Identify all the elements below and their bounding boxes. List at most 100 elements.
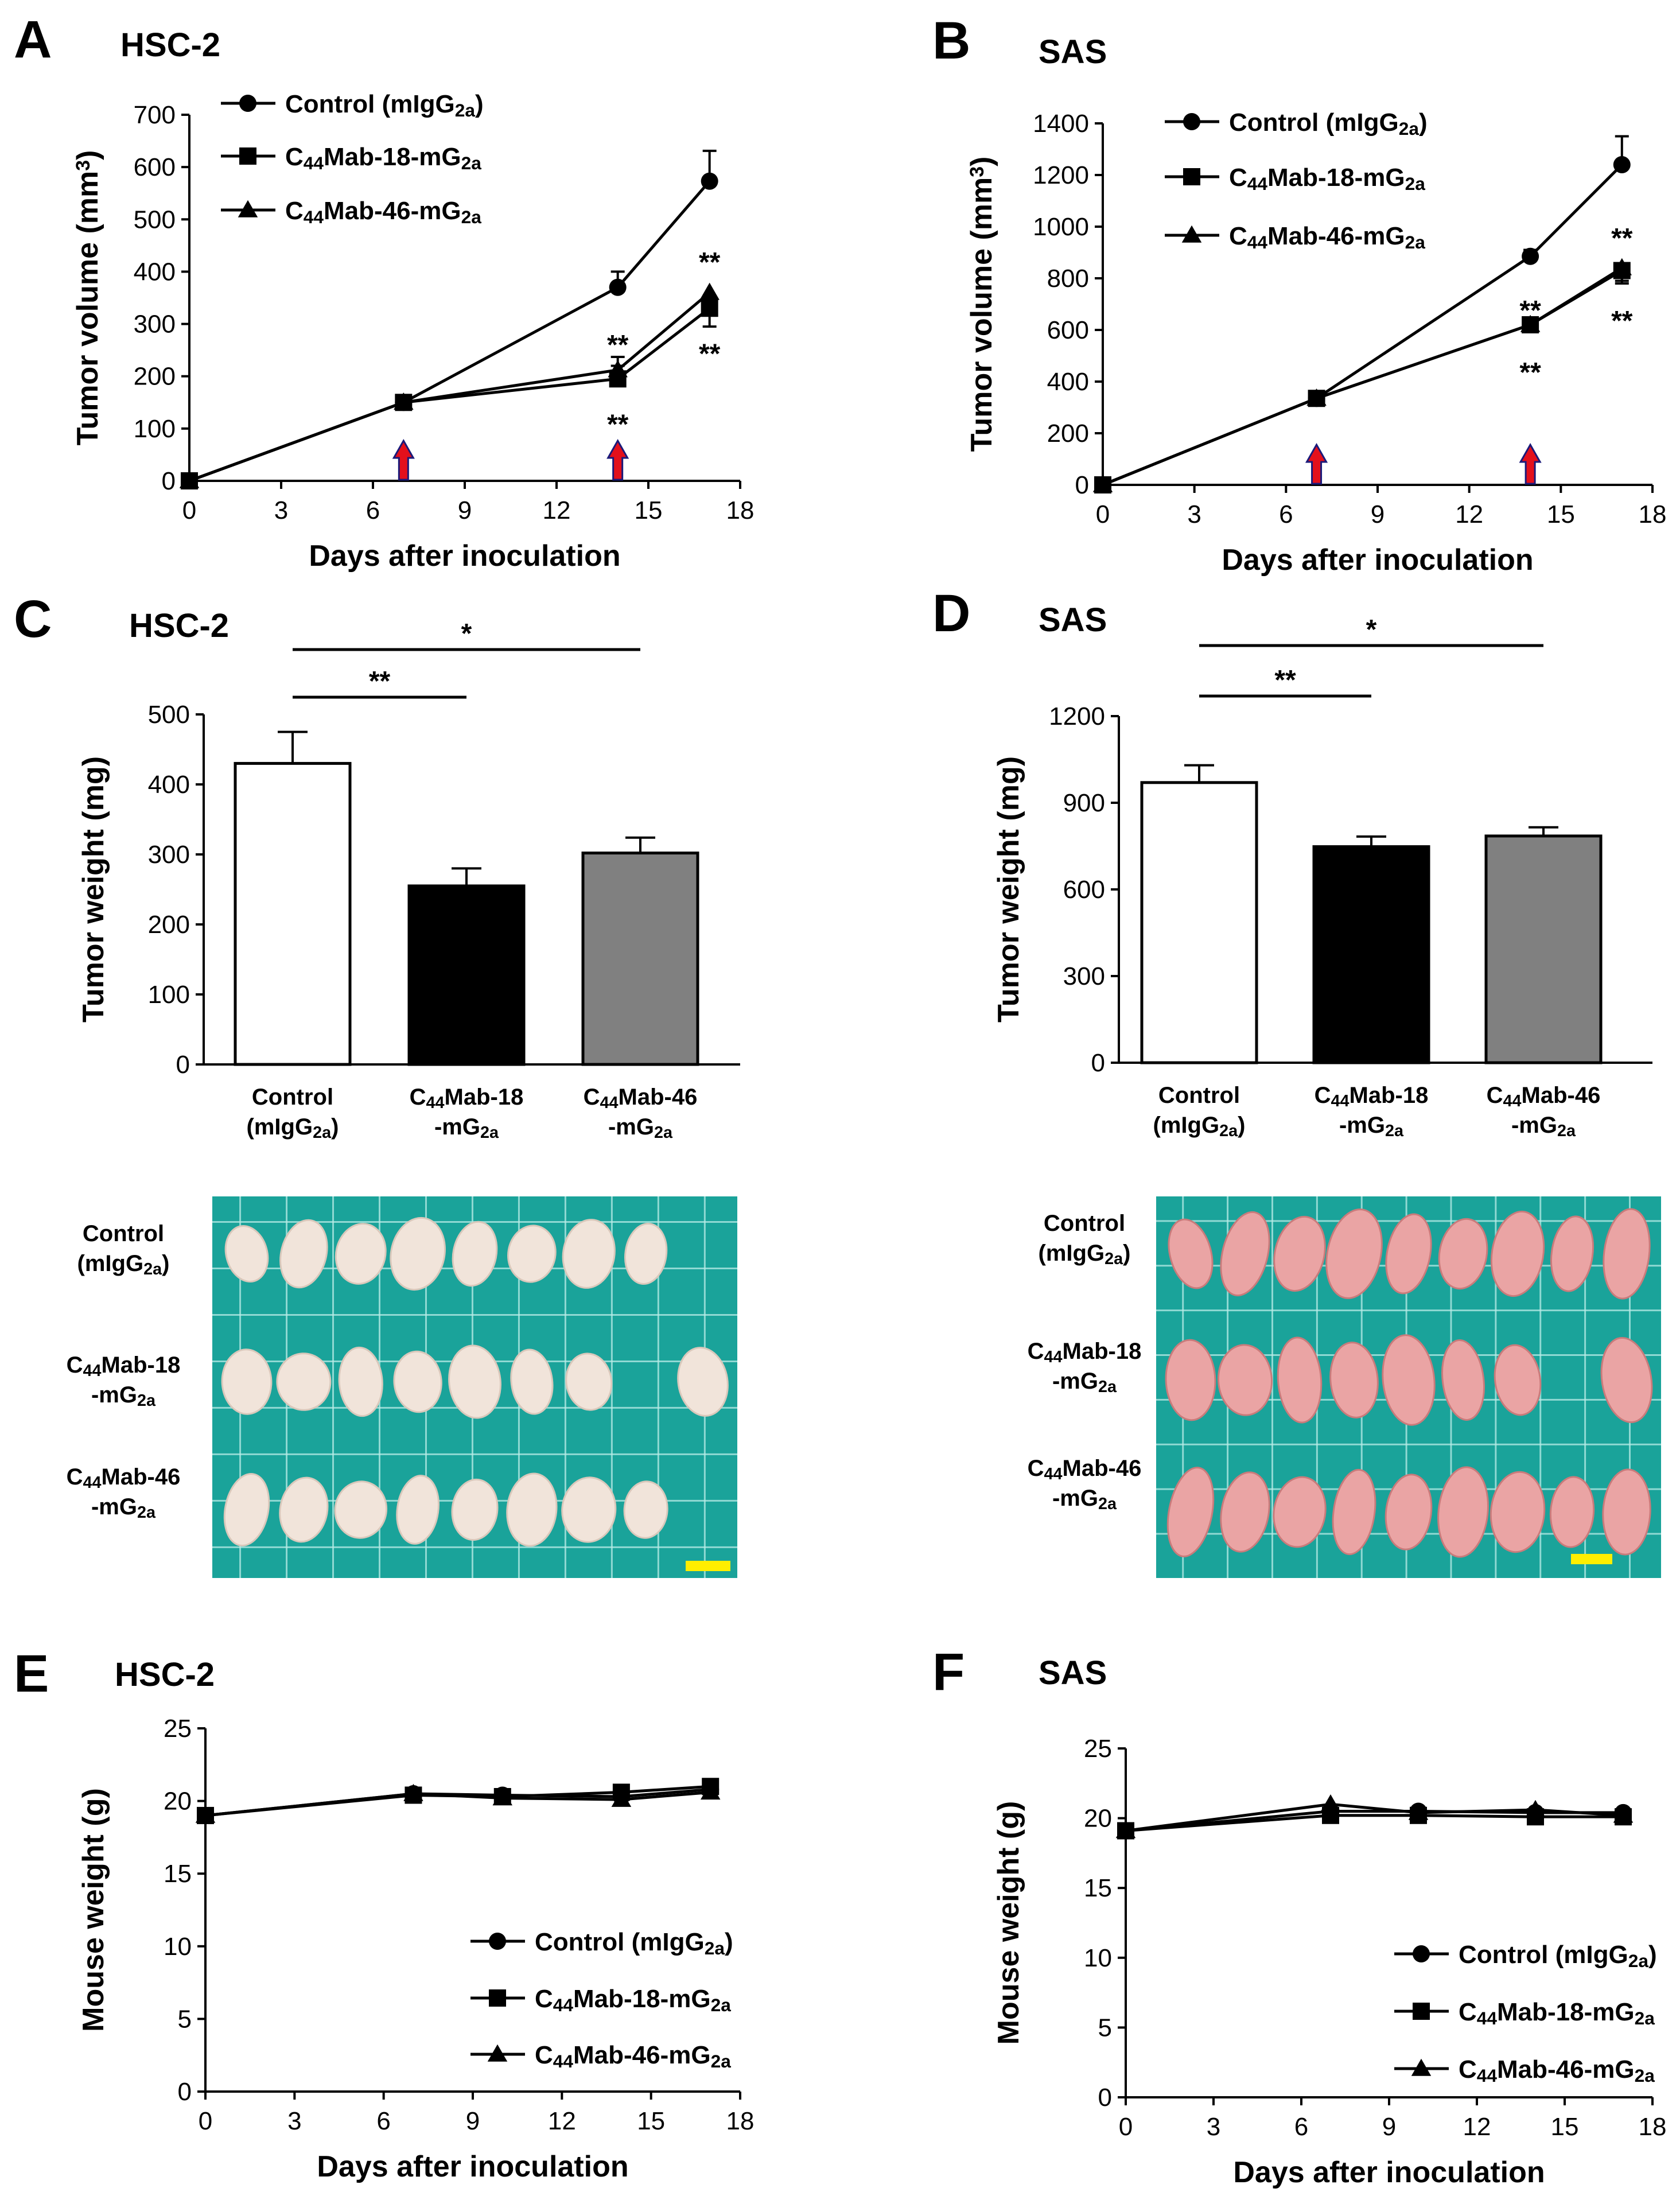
text-segment: Tumor volume (mm: [965, 177, 998, 452]
circle-marker: [1413, 1945, 1430, 1962]
text-segment: Mab-46: [619, 1085, 698, 1110]
text-segment: Mab-46-mG: [324, 197, 461, 225]
tumor-sample: [1332, 1468, 1376, 1556]
triangle-marker: [1408, 1802, 1429, 1820]
x-axis-label: Days after inoculation: [1222, 543, 1533, 577]
text-segment: F: [932, 1643, 965, 1701]
series-square: [1094, 262, 1631, 493]
row-label: -mG2a: [1052, 1369, 1117, 1396]
tumor-sample: [224, 1225, 269, 1283]
text-segment: 5: [1098, 2014, 1112, 2042]
text-segment: **: [1519, 296, 1541, 326]
tumor-sample: [1220, 1211, 1270, 1297]
text-segment: (mIgG: [77, 1251, 144, 1276]
y-tick-label: 25: [1084, 1735, 1112, 1763]
x-tick-label: 6: [1294, 2113, 1308, 2141]
text-segment: 300: [134, 310, 176, 339]
text-segment: -mG: [608, 1114, 654, 1140]
square-marker: [239, 147, 256, 165]
triangle-marker: [179, 471, 200, 488]
panel-letter: F: [932, 1643, 965, 1701]
x-tick-label: 0: [199, 2107, 212, 2135]
text-segment: ): [71, 150, 104, 160]
x-tick-label: 3: [1207, 2113, 1220, 2141]
text-segment: ): [965, 157, 998, 166]
text-segment: ): [725, 1928, 733, 1956]
y-tick-label: 25: [164, 1715, 192, 1743]
text-segment: Mab-18-mG: [324, 143, 461, 171]
tumor-sample: [1382, 1334, 1436, 1426]
y-axis-label: Tumor weight (mg): [77, 756, 110, 1023]
text-segment: Mab-18-mG: [1497, 1998, 1635, 2026]
text-segment: 600: [1047, 316, 1089, 344]
y-tick-label: 100: [148, 981, 190, 1009]
legend: Control (mIgG2a)C44Mab-18-mG2aC44Mab-46-…: [1165, 108, 1428, 252]
tumor-sample: [279, 1476, 329, 1543]
text-segment: Days after inoculation: [317, 2150, 628, 2183]
text-segment: E: [14, 1645, 49, 1703]
text-segment: -mG: [1052, 1369, 1098, 1394]
text-segment: **: [1519, 357, 1541, 388]
subscript-text: 44: [553, 1995, 574, 2015]
circle-marker: [701, 172, 718, 190]
text-segment: Mab-18: [102, 1352, 181, 1378]
text-segment: (mIgG: [1039, 1241, 1105, 1266]
y-axis-label-group: Tumor weight (mg): [77, 756, 110, 1023]
tumor-sample: [1603, 1208, 1651, 1300]
series-triangle: [1092, 258, 1632, 492]
tumor-sample: [677, 1347, 729, 1417]
x-tick-label: 6: [366, 496, 380, 524]
text-segment: 6: [1294, 2113, 1308, 2141]
text-segment: C: [1487, 1083, 1503, 1108]
y-tick-label: 0: [1075, 471, 1089, 499]
legend: Control (mIgG2a)C44Mab-18-mG2aC44Mab-46-…: [221, 90, 484, 227]
text-segment: 12: [548, 2107, 576, 2135]
x-tick-label: 3: [274, 496, 288, 524]
panel-F: F SAS 0 3 6 9 12 15 18 0 5 10 15 20 25 Days after inocu…: [932, 1643, 1666, 2189]
bar: [1140, 781, 1258, 1064]
text-segment: 1000: [1033, 213, 1089, 241]
text-segment: C: [1229, 222, 1247, 250]
tumor-sample: [451, 1478, 499, 1541]
y-tick-label: 1000: [1033, 213, 1089, 241]
subscript-text: 2a: [705, 1938, 725, 1958]
tumor-sample: [279, 1219, 328, 1289]
y-tick-label: 700: [134, 101, 176, 129]
category-label: C44Mab-46: [584, 1085, 698, 1112]
text-segment: Control: [83, 1221, 164, 1246]
text-segment: Mab-18-mG: [573, 1985, 711, 2013]
x-tick-label: 6: [1279, 500, 1293, 528]
subscript-text: 2a: [1635, 2065, 1655, 2086]
subscript-text: 44: [1247, 173, 1268, 194]
text-segment: 5: [178, 2005, 192, 2033]
text-segment: Days after inoculation: [309, 539, 620, 573]
tumor-sample: [1549, 1476, 1595, 1548]
tumor-sample: [1273, 1215, 1326, 1292]
text-segment: B: [932, 11, 970, 70]
text-segment: 300: [148, 841, 190, 869]
row-label: Control: [83, 1221, 164, 1246]
series-triangle: [1115, 1794, 1634, 1839]
y-tick-label: 1400: [1033, 110, 1089, 138]
text-segment: Mab-46: [102, 1464, 181, 1490]
panel-D: D SAS 0 300 600 900 1200 Tumor weight (mg) Contr…: [932, 584, 1652, 1140]
bar: [407, 884, 526, 1066]
significance-mark: **: [607, 330, 629, 360]
text-segment: 15: [635, 496, 663, 524]
text-segment: 10: [1084, 1944, 1112, 1972]
circle-marker: [1183, 113, 1200, 130]
y-tick-label: 300: [1063, 962, 1105, 990]
text-segment: 18: [726, 2107, 755, 2135]
y-tick-label: 600: [1047, 316, 1089, 344]
text-segment: 6: [1279, 500, 1293, 528]
text-segment: (mIgG: [1153, 1113, 1220, 1138]
text-segment: 18: [726, 496, 755, 524]
text-segment: 0: [1075, 471, 1089, 499]
text-segment: Control (mIgG: [1229, 108, 1399, 137]
x-tick-label: 15: [637, 2107, 665, 2135]
subscript-text: 44: [1247, 232, 1268, 252]
x-axis-label: Days after inoculation: [317, 2150, 628, 2183]
y-tick-label: 1200: [1033, 161, 1089, 189]
x-tick-label: 12: [1455, 500, 1483, 528]
text-segment: C: [14, 590, 52, 648]
